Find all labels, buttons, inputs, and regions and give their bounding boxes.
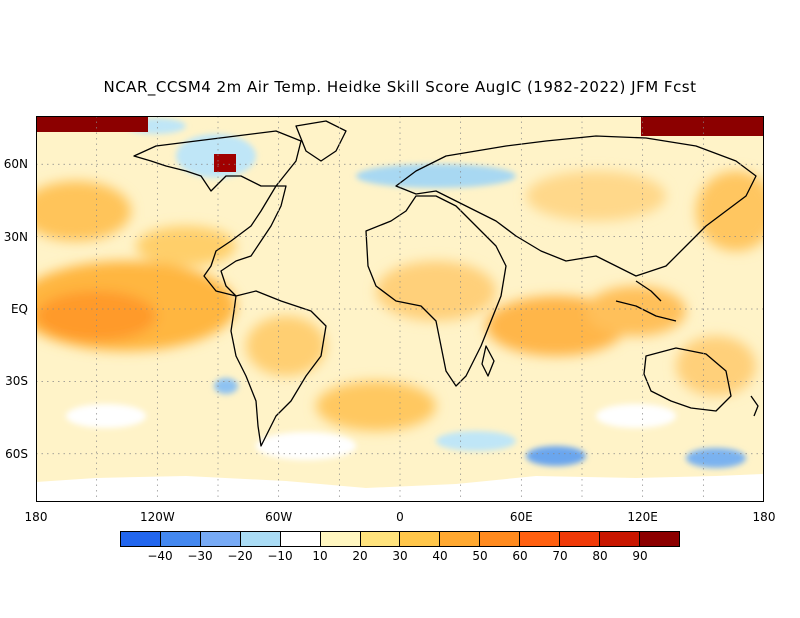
lon-tick-label: 0 — [396, 510, 404, 524]
colorbar — [120, 531, 680, 547]
skill-field-warm — [36, 171, 764, 431]
coastlines — [133, 120, 759, 447]
colorbar-swatch — [639, 532, 679, 546]
lon-tick-label: 60W — [265, 510, 293, 524]
colorbar-swatch — [400, 532, 441, 546]
colorbar-swatch — [121, 532, 161, 546]
lon-tick-label: 180 — [24, 510, 48, 524]
lon-tick-label: 120W — [139, 510, 175, 524]
colorbar-swatch — [240, 532, 281, 546]
colorbar-swatch — [360, 532, 401, 546]
colorbar-tick-label: 80 — [592, 549, 608, 563]
lat-tick-label: 60S — [5, 446, 28, 461]
hudson-bay-high-skill — [214, 154, 236, 172]
arctic-high-skill-east — [641, 116, 764, 136]
antarctica-land — [36, 474, 764, 502]
arctic-high-skill-west — [36, 116, 148, 132]
lat-tick-label: 60N — [3, 157, 28, 172]
lat-tick-label: 30S — [5, 374, 28, 389]
lon-tick-label: 180 — [752, 510, 776, 524]
colorbar-swatch — [160, 532, 201, 546]
colorbar-tick-label: 40 — [432, 549, 448, 563]
colorbar-tick-label: −40 — [147, 549, 173, 563]
colorbar-tick-label: −20 — [227, 549, 253, 563]
colorbar-tick-label: 50 — [472, 549, 488, 563]
colorbar-swatch — [280, 532, 321, 546]
lon-tick-label: 60E — [509, 510, 533, 524]
colorbar-tick-label: −30 — [187, 549, 213, 563]
map-frame — [36, 116, 764, 502]
colorbar-swatch — [600, 532, 640, 546]
colorbar-swatch — [200, 532, 241, 546]
colorbar-tick-label: 90 — [632, 549, 648, 563]
colorbar-swatch — [440, 532, 481, 546]
colorbar-tick-label: 10 — [312, 549, 328, 563]
colorbar-swatch — [480, 532, 521, 546]
lat-tick-label: 30N — [3, 229, 28, 244]
lon-tick-label: 120E — [627, 510, 658, 524]
colorbar-swatch — [320, 532, 361, 546]
colorbar-swatch — [560, 532, 601, 546]
colorbar-tick-label: 20 — [352, 549, 368, 563]
skill-score-map — [36, 116, 764, 502]
colorbar-tick-label: 60 — [512, 549, 528, 563]
colorbar-tick-label: −10 — [267, 549, 293, 563]
chart-title: NCAR_CCSM4 2m Air Temp. Heidke Skill Sco… — [103, 78, 697, 96]
colorbar-swatch — [520, 532, 561, 546]
map-canvas — [36, 116, 764, 502]
colorbar-tick-label: 30 — [392, 549, 408, 563]
lat-tick-label: EQ — [10, 302, 28, 316]
lat-lon-grid — [36, 116, 764, 502]
colorbar-tick-label: 70 — [552, 549, 568, 563]
